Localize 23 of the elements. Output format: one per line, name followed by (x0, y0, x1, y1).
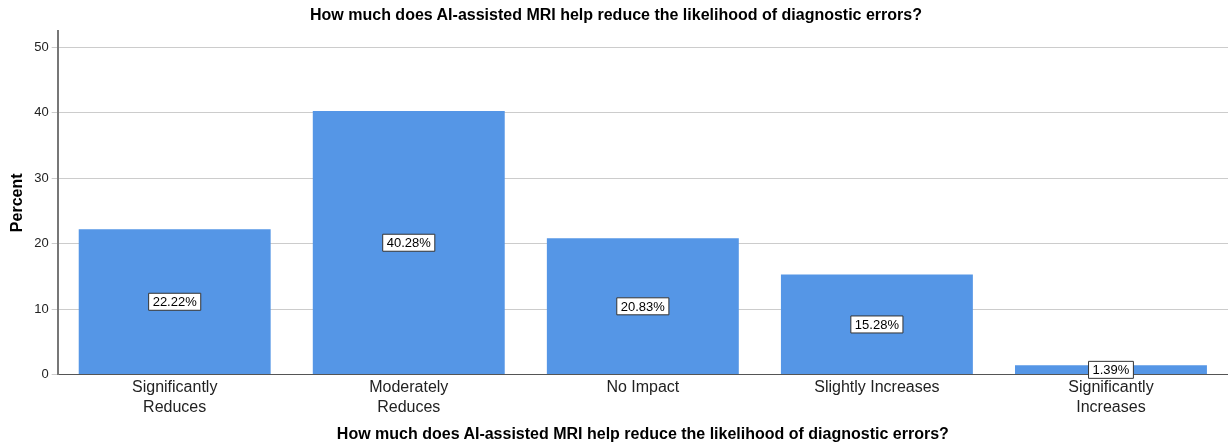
x-tick-label: Significantly Increases (1068, 378, 1154, 415)
y-tick-label: 20 (34, 235, 49, 251)
y-axis-title: Percent (8, 172, 26, 233)
y-tick-label: 40 (34, 104, 49, 120)
x-tick-label: Significantly Reduces (132, 378, 218, 415)
x-tick-label: Slightly Increases (814, 378, 940, 396)
bar (78, 229, 271, 374)
bar (780, 274, 973, 374)
bar (312, 111, 505, 374)
bar (546, 238, 739, 374)
data-label: 20.83% (620, 298, 666, 314)
x-tick-label: No Impact (606, 378, 680, 396)
data-label: 22.22% (152, 294, 198, 310)
data-label: 1.39% (1092, 362, 1130, 378)
y-tick-label: 30 (34, 169, 49, 185)
y-tick-label: 10 (34, 300, 49, 316)
data-label: 15.28% (854, 317, 900, 333)
y-tick-label: 50 (34, 39, 49, 55)
y-tick-label: 0 (41, 365, 49, 381)
x-tick-label: Moderately Reduces (369, 378, 449, 415)
data-label: 40.28% (386, 235, 432, 251)
chart-title: How much does AI-assisted MRI help reduce the likelihood of diagnostic errors? (310, 6, 922, 24)
x-axis-title: How much does AI-assisted MRI help reduce the likelihood of diagnostic errors? (336, 424, 949, 442)
